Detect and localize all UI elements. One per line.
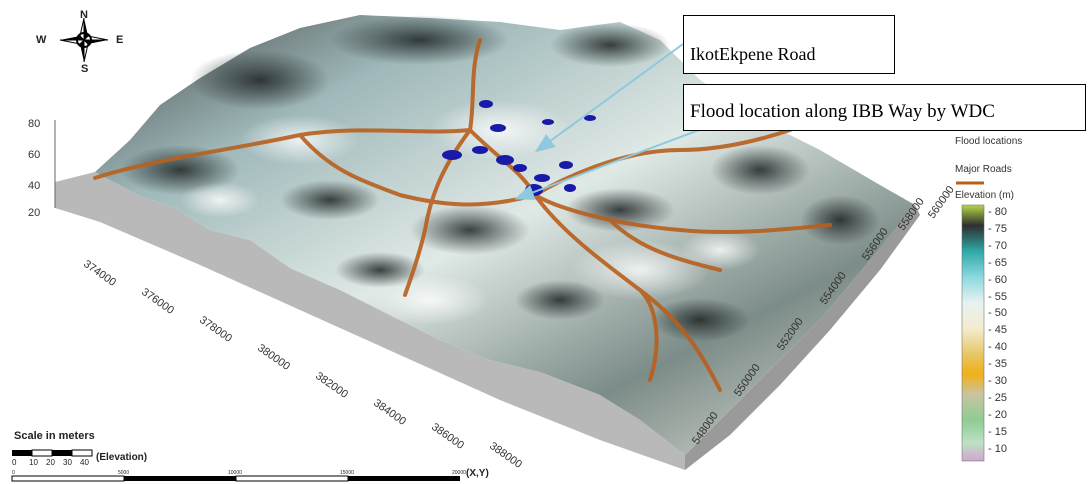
callout-arrow-road	[534, 43, 684, 153]
scale-elev-tick: 0	[12, 458, 17, 467]
flood-point	[442, 150, 462, 160]
flood-point	[496, 155, 514, 165]
elevation-tick: - 25	[988, 391, 1007, 404]
z-tick: 60	[28, 149, 41, 161]
scale-xy-tick: 10000	[228, 470, 242, 476]
scale-elev-tick: 10	[29, 458, 38, 467]
scale-title: Scale in meters	[14, 430, 95, 442]
flood-point	[534, 174, 550, 182]
scale-xy-tick: 0	[12, 470, 15, 476]
flood-point	[479, 100, 493, 108]
elevation-tick: - 20	[988, 408, 1007, 421]
scale-elev-tick: 30	[63, 458, 72, 467]
flood-point	[559, 161, 573, 169]
elevation-tick: - 45	[988, 324, 1007, 337]
elevation-tick: - 70	[988, 239, 1007, 252]
major-roads	[93, 38, 832, 392]
scale-xy-bar	[11, 475, 460, 482]
elevation-colorbar	[961, 204, 985, 462]
elevation-tick: - 35	[988, 358, 1007, 371]
z-tick: 20	[28, 207, 41, 219]
elevation-tick: - 60	[988, 273, 1007, 286]
callout-arrow-flood	[514, 123, 716, 200]
compass-east: E	[116, 34, 124, 46]
legend-elevation-title: Elevation (m)	[955, 190, 1014, 201]
scale-xy-tick: 20000	[452, 470, 466, 476]
elevation-tick: - 50	[988, 307, 1007, 320]
z-tick: 40	[28, 180, 41, 192]
scale-elev-tick: 20	[46, 458, 55, 467]
callout-ikotekpene-road: IkotEkpene Road	[683, 15, 895, 74]
flood-point	[490, 124, 506, 132]
scale-xy-label: (X,Y)	[466, 468, 489, 479]
flood-point	[542, 119, 554, 125]
flood-point	[584, 115, 596, 121]
compass-north: N	[80, 9, 88, 21]
compass-west: W	[36, 34, 47, 46]
elevation-tick: - 80	[988, 206, 1007, 218]
z-tick: 80	[28, 118, 41, 130]
elevation-tick: - 30	[988, 375, 1007, 387]
scale-xy-tick: 15000	[340, 470, 354, 476]
elevation-tick: - 75	[988, 222, 1007, 235]
elevation-tick: - 15	[988, 425, 1007, 438]
compass-rose	[59, 17, 109, 63]
elevation-tick: - 65	[988, 256, 1007, 269]
legend-roads-label: Major Roads	[955, 164, 1012, 175]
elevation-tick: - 40	[988, 341, 1007, 354]
compass-south: S	[81, 63, 89, 75]
terrain-left-wall	[55, 172, 685, 470]
scale-elev-tick: 40	[80, 458, 89, 467]
scale-xy-tick: 5000	[118, 470, 130, 476]
flood-point	[564, 184, 576, 192]
flood-point	[472, 146, 488, 154]
terrain-relief	[120, 15, 880, 342]
callout-flood-location: Flood location along IBB Way by WDC	[683, 84, 1086, 131]
scale-elevation-bar	[12, 449, 93, 457]
flood-point	[513, 164, 527, 172]
legend-flood-label: Flood locations	[955, 136, 1023, 147]
elevation-tick: - 55	[988, 290, 1007, 303]
scale-elev-label: (Elevation)	[96, 452, 148, 463]
elevation-tick: - 10	[988, 442, 1007, 455]
